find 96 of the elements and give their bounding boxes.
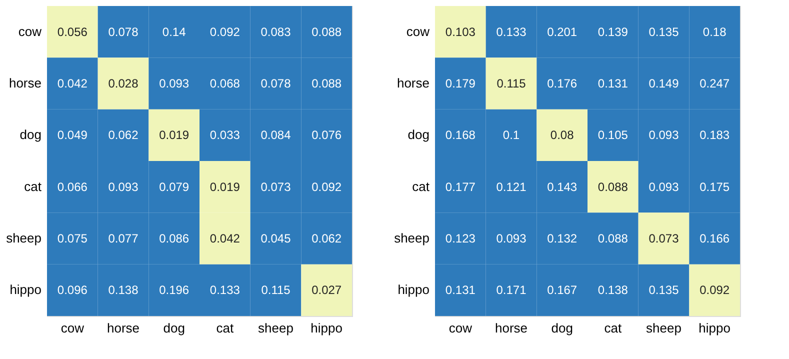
data-label: 0.183 [700,128,730,142]
data-label: 0.138 [108,283,139,298]
data-label: 0.093 [648,128,680,142]
x-tick-label: dog [163,320,185,336]
data-label: 0.093 [496,232,527,246]
data-label: 0.247 [700,76,730,90]
data-label: 0.105 [598,128,628,142]
data-label: 0.019 [210,180,240,194]
data-label: 0.086 [159,232,190,246]
y-tick-label: cat [412,178,430,194]
data-label: 0.093 [159,76,190,90]
data-label: 0.131 [445,283,476,298]
data-label: 0.08 [550,128,574,142]
x-tick-label: sheep [258,320,294,336]
data-label: 0.196 [159,283,190,298]
data-label: 0.121 [496,180,527,194]
x-tick-label: sheep [646,320,682,336]
data-label: 0.133 [210,283,240,298]
data-label: 0.042 [210,232,240,246]
data-label: 0.092 [312,180,342,194]
data-label: 0.033 [210,128,240,142]
data-label: 0.027 [312,283,342,298]
data-label: 0.019 [159,128,190,142]
y-tick-label: sheep [394,230,430,246]
data-label: 0.088 [312,24,342,39]
x-tick-label: cow [60,320,85,336]
data-label: 0.14 [162,24,186,39]
data-label: 0.088 [598,180,628,194]
data-label: 0.078 [108,24,139,39]
data-label: 0.078 [260,76,292,90]
x-tick-label: cat [604,320,622,336]
data-label: 0.179 [445,76,476,90]
data-label: 0.18 [702,24,727,39]
data-label: 0.149 [648,76,680,90]
data-label: 0.049 [57,128,88,142]
data-label: 0.088 [598,232,628,246]
data-label: 0.062 [108,128,139,142]
data-label: 0.135 [648,283,680,298]
data-label: 0.135 [648,24,680,39]
data-label: 0.056 [57,24,88,39]
data-label: 0.073 [648,232,680,246]
data-label: 0.093 [108,180,139,194]
data-label: 0.092 [210,24,240,39]
y-tick-label: hippo [10,282,42,298]
data-label: 0.042 [57,76,88,90]
data-label: 0.092 [700,283,730,298]
data-label: 0.093 [648,180,680,194]
data-label: 0.103 [445,24,476,39]
data-label: 0.175 [700,180,730,194]
y-tick-label: dog [408,127,430,142]
data-label: 0.177 [445,180,476,194]
data-label: 0.075 [57,232,88,246]
x-tick-label: hippo [310,320,342,336]
y-tick-label: cow [406,24,430,39]
data-label: 0.123 [445,232,476,246]
data-label: 0.133 [496,24,527,39]
data-label: 0.084 [260,128,292,142]
y-tick-label: horse [396,76,430,90]
data-label: 0.115 [496,76,526,90]
data-label: 0.077 [108,232,139,246]
data-label: 0.028 [108,76,139,90]
x-tick-label: horse [106,320,140,336]
x-tick-label: dog [551,320,573,336]
data-label: 0.132 [547,232,578,246]
data-label: 0.167 [547,283,578,298]
data-label: 0.138 [598,283,628,298]
data-label: 0.139 [598,24,628,39]
data-label: 0.083 [260,24,292,39]
x-tick-label: cow [448,320,473,336]
x-tick-label: horse [494,320,528,336]
x-tick-label: hippo [698,320,730,336]
data-label: 0.166 [700,232,730,246]
data-label: 0.079 [159,180,190,194]
data-label: 0.131 [598,76,628,90]
data-label: 0.076 [312,128,342,142]
y-tick-label: dog [20,127,42,142]
data-label: 0.096 [57,283,88,298]
y-tick-label: cat [24,178,42,194]
data-label: 0.143 [547,180,578,194]
data-label: 0.066 [57,180,88,194]
data-label: 0.115 [261,283,291,298]
data-label: 0.168 [445,128,476,142]
data-label: 0.1 [502,128,520,142]
data-label: 0.073 [260,180,292,194]
data-label: 0.171 [496,283,527,298]
y-tick-label: sheep [6,230,42,246]
y-tick-label: hippo [398,282,430,298]
data-label: 0.088 [312,76,342,90]
x-tick-label: cat [216,320,234,336]
y-tick-label: horse [8,76,42,90]
data-label: 0.068 [210,76,240,90]
data-label: 0.176 [547,76,578,90]
y-tick-label: cow [18,24,42,39]
data-label: 0.201 [547,24,578,39]
data-label: 0.045 [260,232,292,246]
data-label: 0.062 [312,232,342,246]
